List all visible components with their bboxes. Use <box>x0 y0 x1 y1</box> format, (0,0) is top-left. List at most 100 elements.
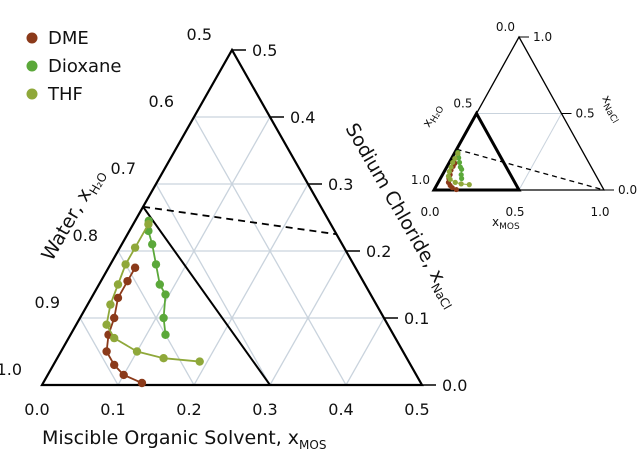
inset-bottom-axis-title: xMOS <box>492 215 520 232</box>
series-line-thf <box>105 223 200 363</box>
data-point-thf <box>130 243 140 252</box>
right-tick-label: 0.2 <box>366 242 391 261</box>
inset-bottom-axis-title-text: x <box>492 215 499 229</box>
inset-data-point-thf <box>466 182 472 188</box>
data-point-dme <box>102 347 111 356</box>
inset-left-axis-title: xH₂O <box>419 101 446 131</box>
inset-right-tick-label: 0.5 <box>576 107 595 121</box>
main-triangle-frame <box>40 47 424 387</box>
data-point-thf <box>113 280 123 289</box>
left-tick-label: 0.8 <box>73 226 98 245</box>
data-point-dioxane <box>151 260 161 269</box>
inset-tie-line-dashed <box>456 148 605 191</box>
data-point-dioxane <box>161 330 170 339</box>
inset-highlight-triangle <box>431 110 522 192</box>
right-axis-title-subscript: NaCl <box>428 281 454 312</box>
right-tick-label: 0.5 <box>252 41 277 60</box>
gridline-water <box>79 317 119 386</box>
data-point-dme <box>110 360 119 370</box>
left-axis-title: Water, xH₂O <box>37 164 110 266</box>
right-tick-label: 0.0 <box>442 376 467 395</box>
legend: DME Dioxane THF <box>26 28 122 105</box>
inset-data-point-dioxane <box>458 172 464 178</box>
inset-bottom-tick-label: 0.0 <box>420 205 439 219</box>
gridline-water <box>117 250 195 386</box>
bottom-axis-title: Miscible Organic Solvent, xMOS <box>42 427 326 452</box>
inset-tick-labels: 0.0 0.5 1.0 0.0 0.5 1.0 0.0 0.5 1.0 <box>411 20 637 219</box>
data-point-thf <box>110 333 119 343</box>
data-point-dme <box>119 370 128 380</box>
data-point-thf <box>102 320 111 329</box>
bottom-axis-title-text: Miscible Organic Solvent, x <box>42 427 299 449</box>
inset-right-tick-label: 1.0 <box>533 30 552 44</box>
inset-left-tick-label: 0.0 <box>496 20 515 34</box>
main-data-series <box>102 216 204 388</box>
data-point-dioxane <box>148 240 157 249</box>
inset-data-point-dme <box>453 186 459 193</box>
inset-bottom-tick-label: 0.5 <box>505 205 524 219</box>
main-reference-lines <box>142 205 337 386</box>
right-axis-title: Sodium Chloride, xNaCl <box>338 120 464 313</box>
main-tick-labels: 0.0 0.1 0.2 0.3 0.4 0.5 0.0 0.1 0.2 0.3 0.4 0.5 0.5 0… <box>0 25 467 419</box>
boundary-line <box>142 206 271 386</box>
inset-right-tick-label: 0.0 <box>618 183 637 197</box>
inset-data-point-dioxane <box>459 175 465 182</box>
inset-data-point-thf <box>446 169 452 175</box>
data-point-dme <box>130 263 140 272</box>
data-point-dme <box>123 276 132 286</box>
inset-left-tick-label: 1.0 <box>411 173 430 187</box>
data-point-dme <box>137 378 147 388</box>
data-point-thf <box>195 357 204 366</box>
inset-bottom-axis-title-subscript: MOS <box>499 222 520 232</box>
data-point-thf <box>159 354 168 363</box>
inset-bottom-tick-label: 1.0 <box>590 205 609 219</box>
inset-data-point-thf <box>458 181 464 187</box>
legend-label-thf: THF <box>47 84 83 105</box>
inset-right-axis-title: xNaCl <box>597 93 626 126</box>
inset-left-axis-title-subscript: H₂O <box>429 105 446 125</box>
data-point-thf <box>132 347 142 356</box>
left-axis-title-text: Water, x <box>37 185 96 265</box>
data-point-dioxane <box>155 280 164 289</box>
bottom-tick-label: 0.0 <box>24 400 49 419</box>
inset-data-point-dme <box>449 185 455 191</box>
gridline-water <box>155 183 271 386</box>
right-tick-label: 0.3 <box>328 175 353 194</box>
gridline-mos <box>193 183 309 386</box>
bottom-tick-label: 0.5 <box>404 400 429 419</box>
data-point-thf <box>121 260 130 269</box>
bottom-tick-label: 0.1 <box>100 400 125 419</box>
main-gridlines <box>79 116 385 386</box>
data-point-thf <box>144 220 153 229</box>
inset-gridlines <box>476 113 562 191</box>
inset-data-point-dioxane <box>459 166 465 172</box>
inset-data-point-thf <box>452 179 458 185</box>
left-axis-title-subscript: H₂O <box>87 170 111 197</box>
inset-gridline-mos <box>518 113 562 191</box>
right-axis-title-text: Sodium Chloride, x <box>341 120 450 287</box>
legend-marker-dioxane <box>26 60 38 72</box>
data-point-dioxane <box>161 290 170 299</box>
legend-marker-dme <box>26 32 38 44</box>
left-tick-label: 0.7 <box>111 159 136 178</box>
gridline-mos <box>345 317 385 386</box>
inset-data-point-thf <box>448 164 454 170</box>
legend-marker-thf <box>26 88 38 100</box>
inset-right-axis-title-subscript: NaCl <box>600 102 619 125</box>
right-tick-label: 0.4 <box>290 108 315 127</box>
inset-data-point-thf <box>447 176 453 182</box>
gridline-water <box>193 116 347 386</box>
data-point-thf <box>106 300 115 309</box>
left-tick-label: 0.9 <box>35 293 60 312</box>
right-tick-label: 0.1 <box>404 309 429 328</box>
tie-line-dashed <box>142 205 337 236</box>
data-point-dioxane <box>159 313 168 323</box>
main-triangle-outline <box>40 47 424 387</box>
left-tick-label: 0.6 <box>149 92 174 111</box>
data-point-dme <box>110 313 119 323</box>
inset-data-series <box>445 148 605 193</box>
legend-label-dme: DME <box>48 28 89 49</box>
inset-data-point-thf <box>455 150 461 156</box>
bottom-tick-label: 0.4 <box>328 400 353 419</box>
